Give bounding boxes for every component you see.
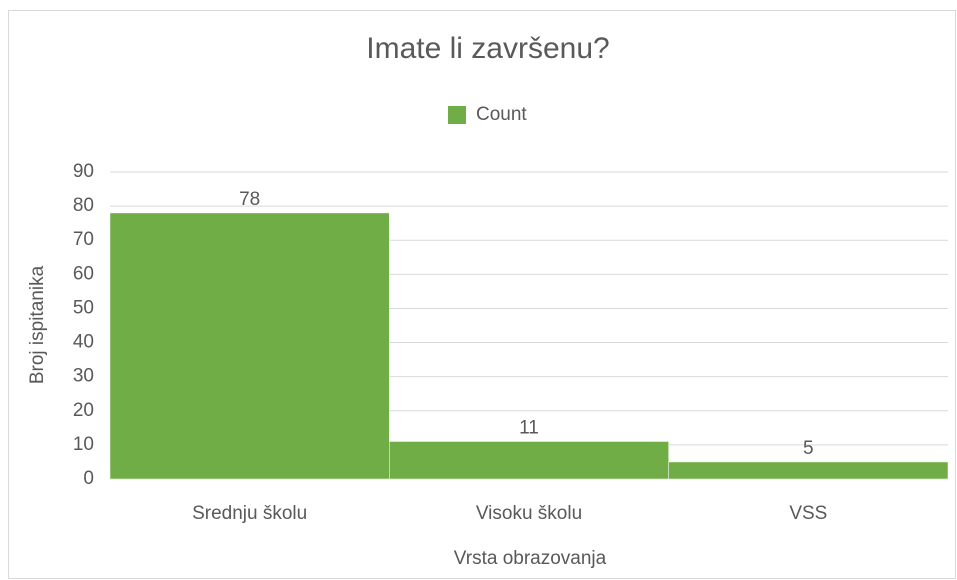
y-tick-label: 90: [73, 161, 94, 182]
data-label: 11: [519, 417, 539, 438]
y-tick-label: 60: [73, 263, 94, 284]
x-axis-title: Vrsta obrazovanja: [454, 548, 607, 569]
x-tick-label: Srednju školu: [192, 503, 307, 524]
x-tick-label: Visoku školu: [476, 503, 582, 524]
data-label: 78: [239, 189, 260, 210]
y-tick-label: 40: [73, 332, 94, 353]
y-tick-label: 0: [83, 468, 94, 489]
y-tick-label: 70: [73, 229, 94, 250]
legend-swatch: [448, 106, 466, 124]
x-tick-label: VSS: [789, 503, 827, 524]
bar: [109, 212, 390, 480]
y-axis-title: Broj ispitanika: [27, 265, 48, 384]
bar: [668, 461, 949, 480]
y-tick-label: 20: [73, 400, 94, 421]
legend-label: Count: [476, 104, 527, 125]
y-tick-label: 30: [73, 366, 94, 387]
chart-title: Imate li završenu?: [366, 32, 609, 65]
y-tick-label: 10: [73, 434, 94, 455]
y-tick-label: 80: [73, 195, 94, 216]
bar: [389, 441, 669, 480]
data-label: 5: [803, 438, 814, 459]
y-tick-label: 50: [73, 297, 94, 318]
